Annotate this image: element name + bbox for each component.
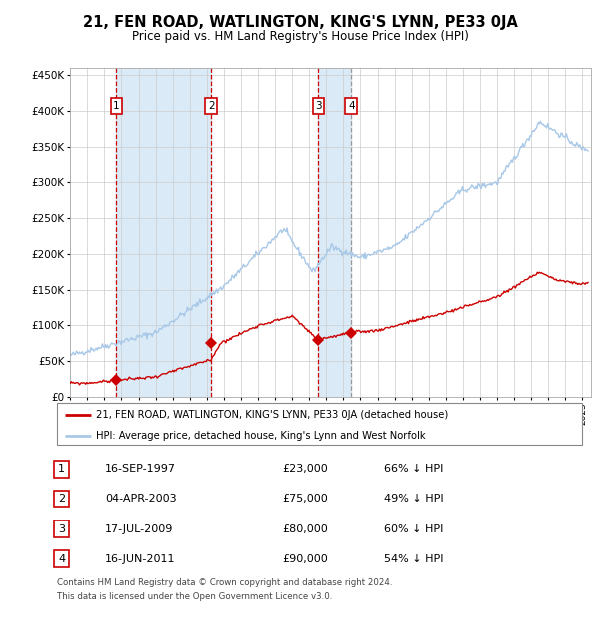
Bar — [116, 68, 211, 397]
Text: 1: 1 — [58, 464, 65, 474]
Text: 2: 2 — [58, 494, 65, 504]
Text: HPI: Average price, detached house, King's Lynn and West Norfolk: HPI: Average price, detached house, King… — [97, 431, 426, 441]
Text: This data is licensed under the Open Government Licence v3.0.: This data is licensed under the Open Gov… — [57, 592, 332, 601]
Text: 16-JUN-2011: 16-JUN-2011 — [105, 554, 176, 564]
Text: £75,000: £75,000 — [282, 494, 328, 504]
Text: 1: 1 — [113, 101, 120, 111]
Text: 21, FEN ROAD, WATLINGTON, KING'S LYNN, PE33 0JA: 21, FEN ROAD, WATLINGTON, KING'S LYNN, P… — [83, 16, 517, 30]
Text: 60% ↓ HPI: 60% ↓ HPI — [384, 524, 443, 534]
Text: 2: 2 — [208, 101, 215, 111]
Text: 49% ↓ HPI: 49% ↓ HPI — [384, 494, 443, 504]
Text: 17-JUL-2009: 17-JUL-2009 — [105, 524, 173, 534]
Text: 4: 4 — [348, 101, 355, 111]
Text: 21, FEN ROAD, WATLINGTON, KING'S LYNN, PE33 0JA (detached house): 21, FEN ROAD, WATLINGTON, KING'S LYNN, P… — [97, 410, 449, 420]
Text: 66% ↓ HPI: 66% ↓ HPI — [384, 464, 443, 474]
Bar — [319, 68, 351, 397]
Text: 04-APR-2003: 04-APR-2003 — [105, 494, 176, 504]
Text: Contains HM Land Registry data © Crown copyright and database right 2024.: Contains HM Land Registry data © Crown c… — [57, 578, 392, 588]
Text: 16-SEP-1997: 16-SEP-1997 — [105, 464, 176, 474]
Text: 3: 3 — [315, 101, 322, 111]
Text: £90,000: £90,000 — [282, 554, 328, 564]
Text: 4: 4 — [58, 554, 65, 564]
Text: £23,000: £23,000 — [282, 464, 328, 474]
Text: Price paid vs. HM Land Registry's House Price Index (HPI): Price paid vs. HM Land Registry's House … — [131, 30, 469, 43]
Text: 3: 3 — [58, 524, 65, 534]
Text: 54% ↓ HPI: 54% ↓ HPI — [384, 554, 443, 564]
Text: £80,000: £80,000 — [282, 524, 328, 534]
